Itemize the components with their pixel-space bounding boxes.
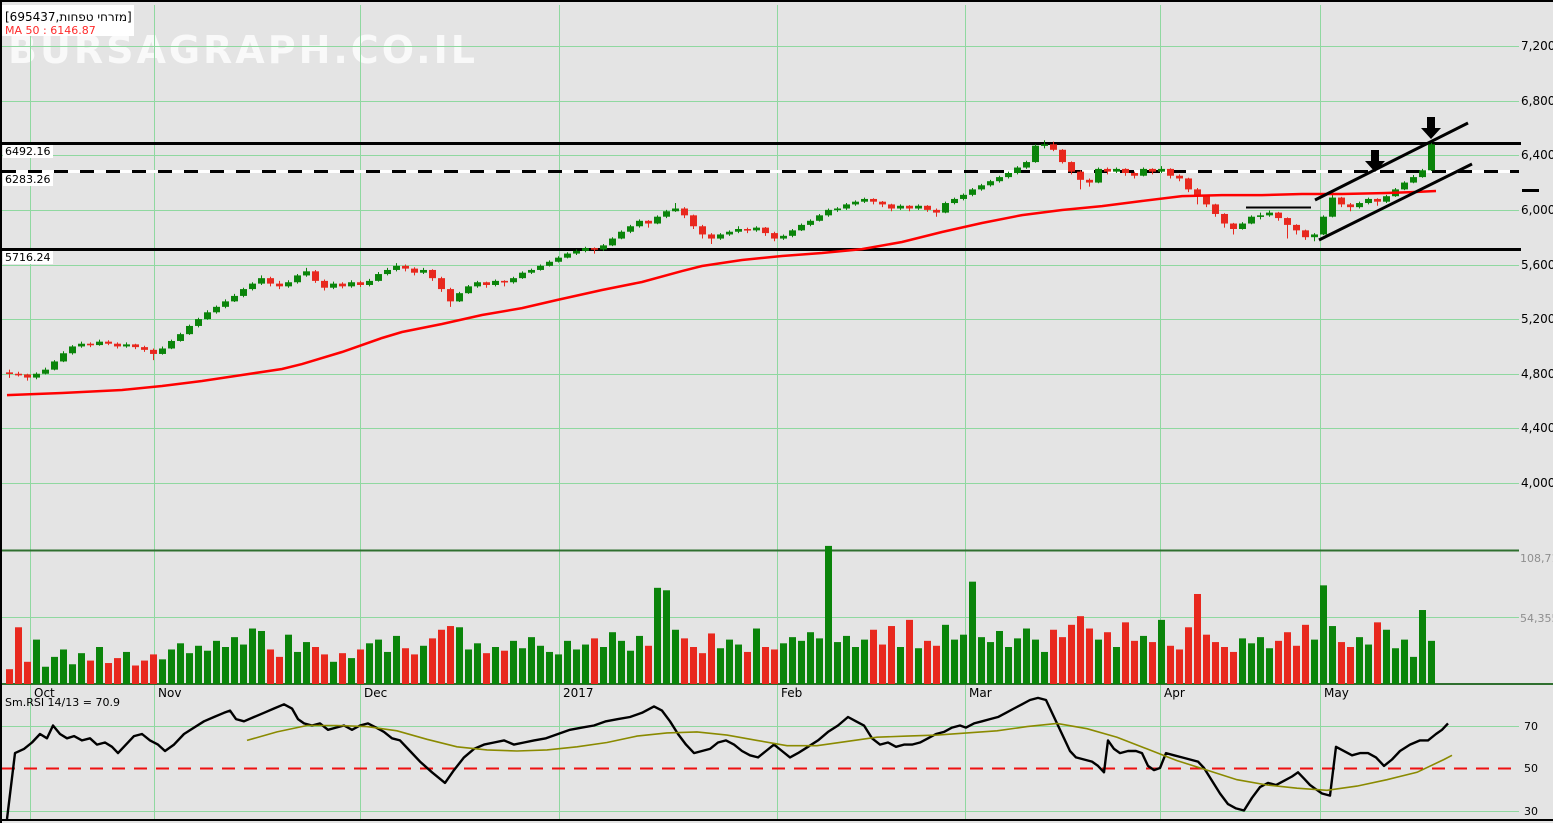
- gridlines: [2, 5, 1553, 821]
- volume-bars: [6, 545, 1435, 684]
- trend-channel-upper-line: [1314, 121, 1469, 202]
- rsi-lines: [5, 696, 1453, 820]
- down-arrow-annotation: [1421, 117, 1441, 139]
- annotations: [1246, 117, 1539, 242]
- trend-channel-lower-line: [1318, 162, 1473, 242]
- ma-axis-marker: [1522, 189, 1539, 192]
- down-arrow-annotation: [1365, 150, 1385, 172]
- candlestick-series: [6, 140, 1435, 381]
- ma50-line: [6, 189, 1437, 397]
- support-resistance-lines: [2, 142, 1521, 251]
